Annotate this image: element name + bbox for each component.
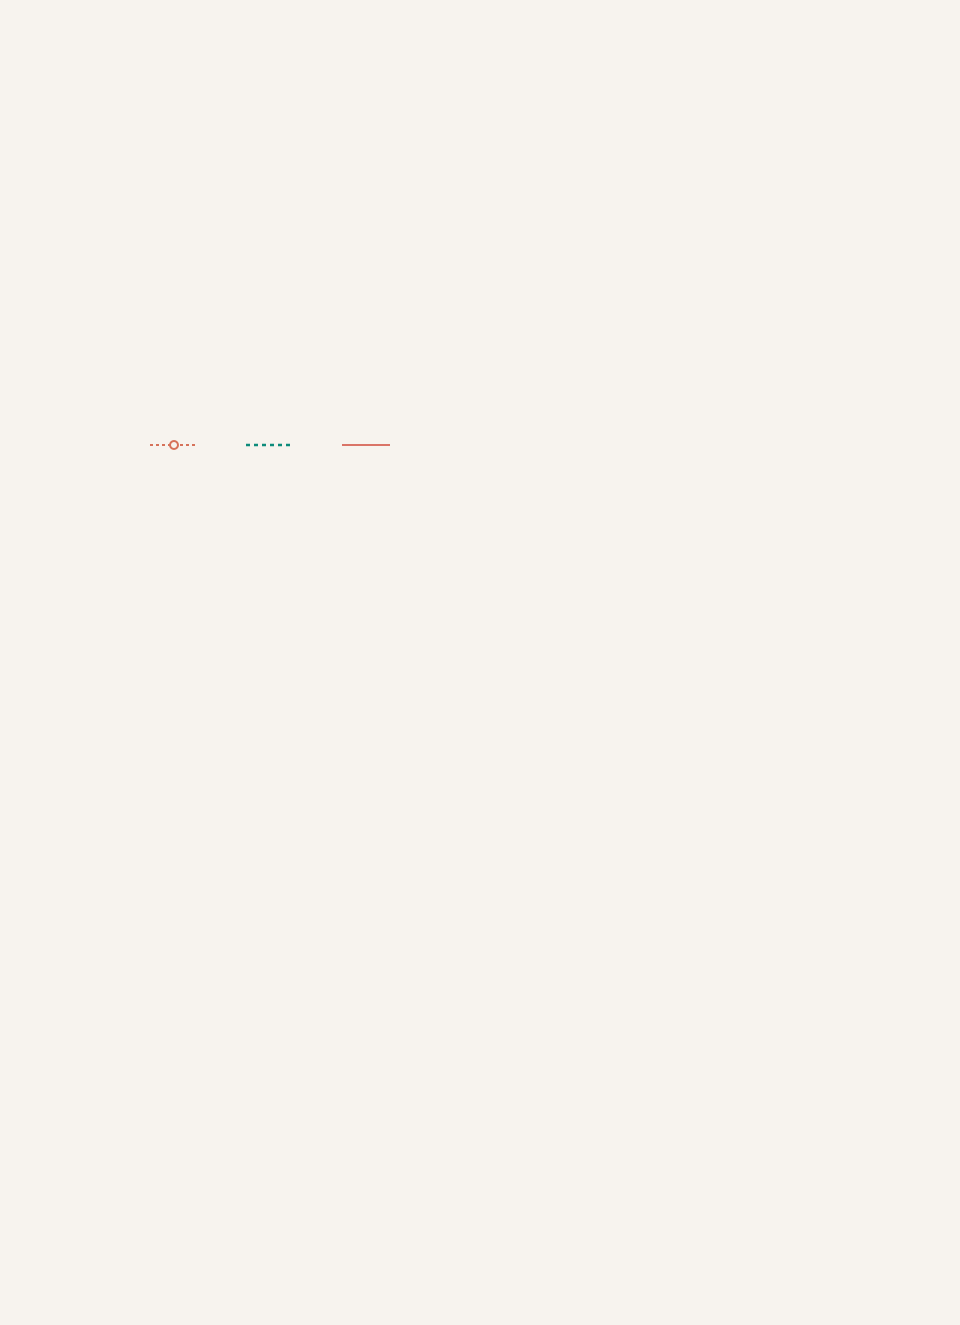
- legend-item-barrier: [342, 439, 398, 451]
- legend-sample-readings: [150, 439, 198, 451]
- legend-item-index: [246, 439, 302, 451]
- line-chart: [40, 58, 920, 418]
- legend-sample-index: [246, 439, 294, 451]
- legend-sample-barrier: [342, 439, 390, 451]
- chart-container: [40, 58, 920, 423]
- chart-legend: [150, 439, 920, 451]
- legend-item-readings: [150, 439, 206, 451]
